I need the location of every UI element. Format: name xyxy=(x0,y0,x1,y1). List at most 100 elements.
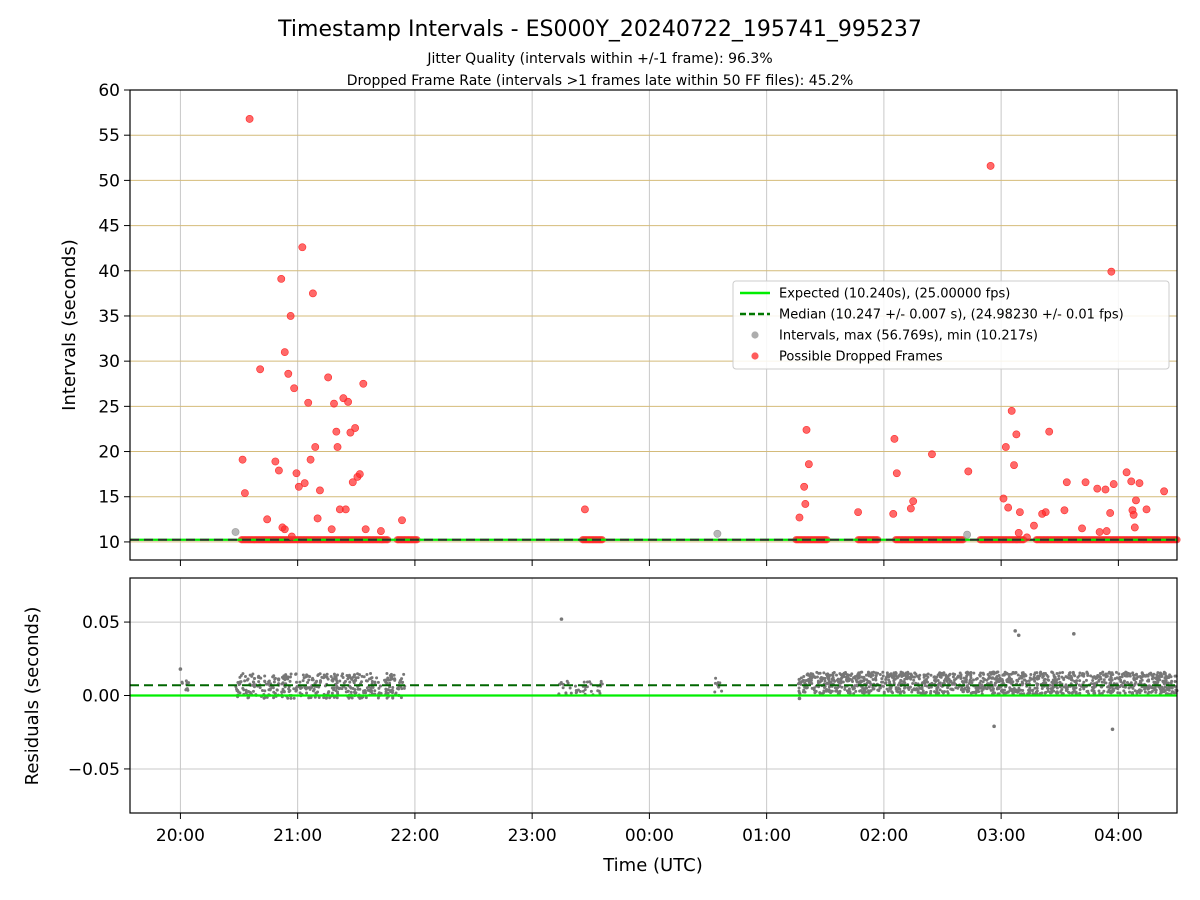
residual-point xyxy=(1097,689,1101,693)
residual-point xyxy=(1128,690,1132,694)
residual-point xyxy=(259,676,263,680)
residual-point xyxy=(582,680,586,684)
residual-point xyxy=(1032,673,1036,677)
residual-point xyxy=(830,689,834,693)
residual-point xyxy=(250,674,254,678)
residual-point xyxy=(1116,691,1120,695)
residual-point xyxy=(1151,686,1155,690)
residual-point xyxy=(906,672,910,676)
residual-point xyxy=(936,679,940,683)
residual-point xyxy=(884,681,888,685)
residual-point xyxy=(349,690,353,694)
legend-point-swatch xyxy=(751,352,759,360)
residual-point xyxy=(898,681,902,685)
residuals-panel: −0.05 0.00 0.05 20:00 21:00 22:00 23:00 00:00 0… xyxy=(22,577,1179,876)
residual-point xyxy=(865,678,869,682)
residual-point xyxy=(1070,691,1074,695)
residual-point xyxy=(850,678,854,682)
residual-point xyxy=(305,686,309,690)
residual-point xyxy=(874,674,878,678)
residual-point xyxy=(388,681,392,685)
residuals-x-ticks: 20:00 21:00 22:00 23:00 00:00 01:00 02:00 03:00… xyxy=(156,813,1143,846)
residual-point xyxy=(991,688,995,692)
residual-point xyxy=(1101,670,1105,674)
residual-point xyxy=(307,678,311,682)
residual-point xyxy=(1140,678,1144,682)
residual-point xyxy=(272,680,276,684)
residual-point xyxy=(1049,691,1053,695)
residual-point xyxy=(1092,685,1096,689)
residual-point xyxy=(827,681,831,685)
residual-point xyxy=(1132,676,1136,680)
residual-point xyxy=(1014,671,1018,675)
dropped-frame-point xyxy=(1081,478,1090,487)
residual-point xyxy=(246,696,250,700)
residuals-y-tick-label: 0.00 xyxy=(82,687,120,707)
residual-point xyxy=(271,686,275,690)
residual-point xyxy=(329,674,333,678)
dropped-frame-point xyxy=(316,486,324,495)
residual-point xyxy=(971,678,975,682)
residual-point xyxy=(892,679,896,683)
residual-point xyxy=(1155,673,1159,677)
residual-point xyxy=(948,672,952,676)
residual-point xyxy=(827,677,831,681)
legend-label: Possible Dropped Frames xyxy=(779,350,943,365)
residual-point xyxy=(1023,673,1027,677)
residual-point xyxy=(927,686,931,690)
dropped-frame-point xyxy=(306,455,315,464)
residual-point xyxy=(884,675,888,679)
residual-point xyxy=(280,682,284,686)
residual-point xyxy=(1029,673,1033,677)
residual-point xyxy=(946,691,950,695)
dropped-frame-point xyxy=(286,312,295,320)
residual-point xyxy=(1143,687,1147,691)
residual-point xyxy=(876,688,880,692)
residual-point xyxy=(888,686,892,690)
residuals-y-tick-label: 0.05 xyxy=(82,613,120,633)
residual-point xyxy=(881,670,885,674)
dropped-frame-point xyxy=(313,514,322,523)
residual-point xyxy=(585,680,589,684)
residual-point xyxy=(818,691,822,695)
dropped-frame-point xyxy=(275,466,283,475)
residual-point xyxy=(268,688,272,692)
residual-point xyxy=(1046,687,1050,691)
residual-point xyxy=(1014,690,1018,694)
dropped-frame-point xyxy=(906,504,915,513)
dropped-frame-point xyxy=(1122,468,1131,477)
dropped-frame-point xyxy=(324,373,333,382)
residual-point xyxy=(390,688,394,692)
residual-point xyxy=(924,677,928,681)
residual-point xyxy=(1084,678,1088,682)
residual-point xyxy=(1025,679,1029,683)
x-tick-label: 21:00 xyxy=(273,826,322,846)
residual-point xyxy=(236,688,240,692)
dropped-frame-point xyxy=(287,532,296,541)
dropped-frame-point xyxy=(1130,523,1139,532)
residual-point xyxy=(934,676,938,680)
residual-point xyxy=(1156,680,1160,684)
residual-point xyxy=(1160,674,1164,678)
residual-point xyxy=(1142,674,1146,678)
residual-point xyxy=(242,688,246,692)
residual-point xyxy=(1106,690,1110,694)
dropped-frame-point xyxy=(892,469,901,478)
residual-point xyxy=(907,687,911,691)
residual-point xyxy=(1040,691,1044,695)
residual-point xyxy=(1134,680,1138,684)
residual-point xyxy=(294,686,298,690)
dropped-frame-point xyxy=(964,467,973,476)
residual-point xyxy=(977,690,981,694)
dropped-frame-point xyxy=(1135,479,1144,488)
residual-point xyxy=(1103,680,1107,684)
residual-point xyxy=(1089,674,1093,678)
residual-point xyxy=(1028,688,1032,692)
residual-point xyxy=(1017,677,1021,681)
residual-point xyxy=(1085,690,1089,694)
residual-point xyxy=(859,679,863,683)
residual-point xyxy=(354,691,358,695)
residual-point xyxy=(1031,688,1035,692)
residual-point xyxy=(822,671,826,675)
dropped-frame-point xyxy=(277,275,286,283)
